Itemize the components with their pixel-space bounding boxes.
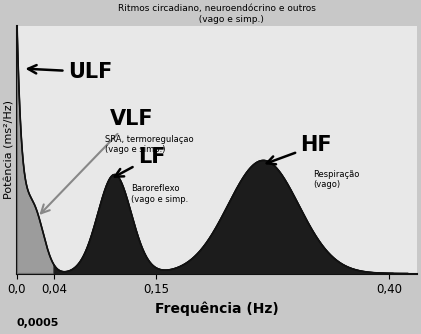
Polygon shape: [157, 160, 394, 274]
Y-axis label: Potência (ms²/Hz): Potência (ms²/Hz): [4, 100, 14, 199]
Text: SRA, termoregulaçao
(vago e simp.): SRA, termoregulaçao (vago e simp.): [105, 135, 194, 154]
Polygon shape: [17, 26, 408, 274]
Text: HF: HF: [267, 135, 332, 164]
Polygon shape: [17, 26, 54, 274]
Text: Baroreflexo
(vago e simp.: Baroreflexo (vago e simp.: [131, 184, 188, 204]
Text: ULF: ULF: [28, 62, 112, 82]
Text: Respiração
(vago): Respiração (vago): [313, 170, 359, 189]
Text: VLF: VLF: [41, 109, 154, 213]
Text: LF: LF: [115, 147, 165, 177]
Polygon shape: [54, 175, 156, 274]
Text: Ritmos circadiano, neuroendócrino e outros
          (vago e simp.): Ritmos circadiano, neuroendócrino e outr…: [118, 4, 316, 24]
X-axis label: Frequência (Hz): Frequência (Hz): [155, 302, 279, 316]
Text: 0,0005: 0,0005: [17, 318, 59, 328]
